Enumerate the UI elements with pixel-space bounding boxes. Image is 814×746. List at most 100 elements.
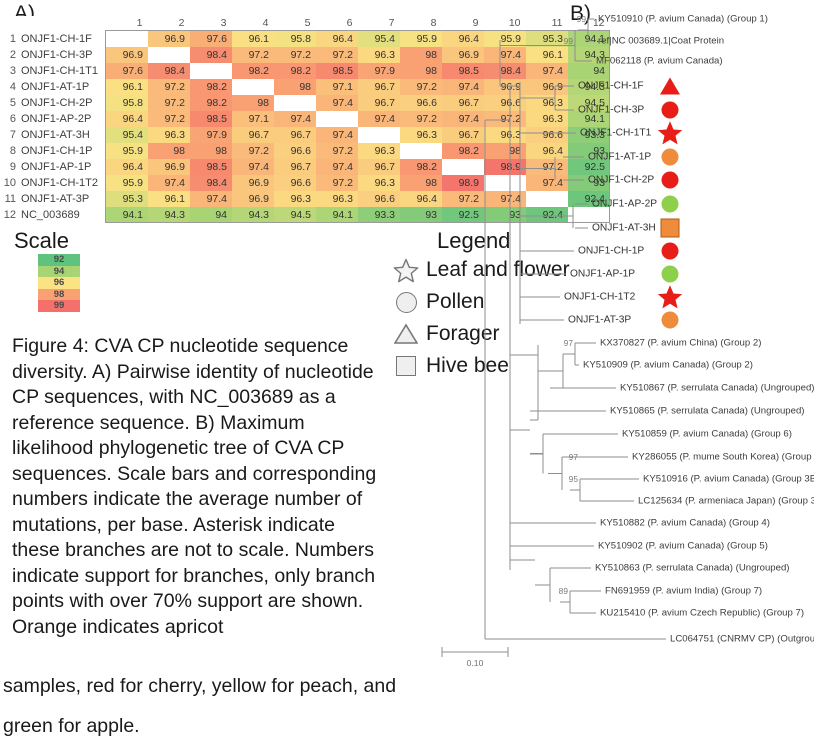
matrix-col-header: 2 bbox=[147, 16, 190, 31]
legend-item-label: Hive bee bbox=[426, 354, 509, 377]
matrix-cell-diagonal bbox=[441, 158, 484, 175]
matrix-cell: 97.4 bbox=[315, 126, 358, 143]
matrix-cell: 97.2 bbox=[147, 94, 190, 111]
matrix-cell: 98 bbox=[399, 46, 442, 63]
matrix-cell: 98.2 bbox=[441, 142, 484, 159]
star-marker bbox=[657, 285, 683, 310]
matrix-cell: 96.9 bbox=[105, 46, 148, 63]
scale-stop: 99 bbox=[38, 300, 80, 312]
matrix-cell: 96.6 bbox=[483, 94, 526, 111]
legend-items: Leaf and flower Pollen Forager Hive bee bbox=[392, 254, 570, 382]
matrix-cell: 96.9 bbox=[525, 78, 568, 95]
matrix-col-header: 3 bbox=[189, 16, 232, 31]
matrix-cell: 96.9 bbox=[147, 30, 190, 47]
matrix-cell: 97.4 bbox=[483, 46, 526, 63]
matrix-cell: 96.3 bbox=[357, 142, 400, 159]
matrix-cell: 97.2 bbox=[315, 46, 358, 63]
triangle-icon bbox=[392, 320, 420, 348]
matrix-cell: 98.2 bbox=[273, 62, 316, 79]
matrix-cell-diagonal bbox=[189, 62, 232, 79]
tree-tip-label: ONJF1-AT-3P bbox=[568, 314, 632, 326]
matrix-cell: 98 bbox=[273, 78, 316, 95]
matrix-cell: 96.4 bbox=[105, 158, 148, 175]
matrix-row-index: 7 bbox=[0, 126, 21, 143]
matrix-cell: 96.3 bbox=[315, 190, 358, 207]
matrix-cell: 96.4 bbox=[399, 190, 442, 207]
matrix-cell: 93.3 bbox=[357, 206, 400, 223]
matrix-row: 11 ONJF1-AT-3P 95.3 96.1 97.4 96.9 96.3 96.3 96.… bbox=[0, 190, 611, 207]
matrix-cell-diagonal bbox=[231, 78, 274, 95]
matrix-cell: 93 bbox=[399, 206, 442, 223]
matrix-cell: 96.3 bbox=[147, 126, 190, 143]
matrix-cell: 97.6 bbox=[105, 62, 148, 79]
tree-tip-label: KU215410 (P. avium Czech Republic) (Grou… bbox=[600, 607, 805, 619]
panel-b-label: B) bbox=[570, 2, 591, 25]
matrix-cell: 94.3 bbox=[147, 206, 190, 223]
circle-marker bbox=[661, 195, 679, 213]
matrix-cell: 98.4 bbox=[483, 62, 526, 79]
matrix-cell: 98.2 bbox=[231, 62, 274, 79]
matrix-cell: 93 bbox=[567, 142, 611, 159]
star-icon bbox=[392, 256, 420, 284]
matrix-cell: 96.6 bbox=[357, 190, 400, 207]
matrix-cell: 98.9 bbox=[441, 174, 484, 191]
matrix-cell: 95.8 bbox=[105, 94, 148, 111]
branch-support-value: 99 bbox=[563, 36, 573, 46]
matrix-cell: 96.4 bbox=[105, 110, 148, 127]
matrix-cell: 97.2 bbox=[273, 46, 316, 63]
matrix-row-index: 9 bbox=[0, 158, 21, 175]
branch-support-value: 89 bbox=[558, 586, 568, 596]
matrix-cell: 98.4 bbox=[189, 174, 232, 191]
matrix-cell: 92.5 bbox=[441, 206, 484, 223]
matrix-row-index: 3 bbox=[0, 62, 21, 79]
matrix-cell: 92.5 bbox=[567, 158, 611, 175]
matrix-row-index: 10 bbox=[0, 174, 21, 191]
matrix-cell-diagonal bbox=[525, 190, 568, 207]
matrix-cell: 94.5 bbox=[273, 206, 316, 223]
matrix-cell: 95.9 bbox=[399, 30, 442, 47]
matrix-cell: 97.2 bbox=[147, 110, 190, 127]
matrix-cell: 97.2 bbox=[315, 142, 358, 159]
matrix-cell: 97.2 bbox=[441, 190, 484, 207]
tree-tip-label: ref|NC 003689.1|Coat Protein bbox=[598, 35, 725, 47]
matrix-cell: 95.9 bbox=[105, 142, 148, 159]
tree-tip-label: KY510916 (P. avium Canada) (Group 3B) bbox=[643, 473, 814, 485]
matrix-cell: 98.5 bbox=[315, 62, 358, 79]
matrix-row: 1 ONJF1-CH-1F 96.9 97.6 96.1 95.8 96.4 95.4 95.9… bbox=[0, 30, 611, 47]
matrix-cell: 93.3 bbox=[567, 126, 611, 143]
circle-marker bbox=[661, 311, 679, 329]
matrix-cell: 96.9 bbox=[231, 190, 274, 207]
matrix-cell: 96.3 bbox=[357, 46, 400, 63]
circle-marker bbox=[661, 242, 679, 260]
legend-title: Legend bbox=[437, 228, 511, 253]
branch-support-value: 95 bbox=[568, 474, 578, 484]
matrix-cell: 96.7 bbox=[357, 78, 400, 95]
matrix-cell: 96.6 bbox=[399, 94, 442, 111]
matrix-cell: 98.5 bbox=[189, 158, 232, 175]
matrix-cell: 96.9 bbox=[147, 158, 190, 175]
matrix-cell: 95.4 bbox=[105, 126, 148, 143]
matrix-cell: 97.4 bbox=[315, 94, 358, 111]
tree-tip-label: KY510882 (P. avium Canada) (Group 4) bbox=[600, 517, 770, 529]
matrix-col-header: 11 bbox=[525, 16, 568, 31]
matrix-cell: 97.4 bbox=[147, 174, 190, 191]
matrix-cell: 97.9 bbox=[357, 62, 400, 79]
matrix-row-label: NC_003689 bbox=[21, 206, 106, 223]
tree-tip-label: ONJF1-CH-1F bbox=[578, 80, 644, 92]
matrix-cell: 97.4 bbox=[525, 62, 568, 79]
matrix-cell: 96.3 bbox=[357, 174, 400, 191]
matrix-cell: 98 bbox=[483, 142, 526, 159]
matrix-cell: 96.6 bbox=[273, 174, 316, 191]
matrix-row-index: 6 bbox=[0, 110, 21, 127]
figure-caption-tail: samples, red for cherry, yellow for peac… bbox=[3, 675, 397, 737]
matrix-cell-diagonal bbox=[399, 142, 442, 159]
matrix-cell: 98 bbox=[147, 142, 190, 159]
matrix-row-index: 12 bbox=[0, 206, 21, 223]
matrix-col-header: 8 bbox=[399, 16, 442, 31]
branch-support-value: 97 bbox=[563, 338, 573, 348]
matrix-cell: 97.1 bbox=[231, 110, 274, 127]
matrix-cell: 96.1 bbox=[231, 30, 274, 47]
matrix-cell: 96.4 bbox=[315, 30, 358, 47]
matrix-cell: 96.6 bbox=[273, 142, 316, 159]
square-marker bbox=[660, 218, 680, 238]
